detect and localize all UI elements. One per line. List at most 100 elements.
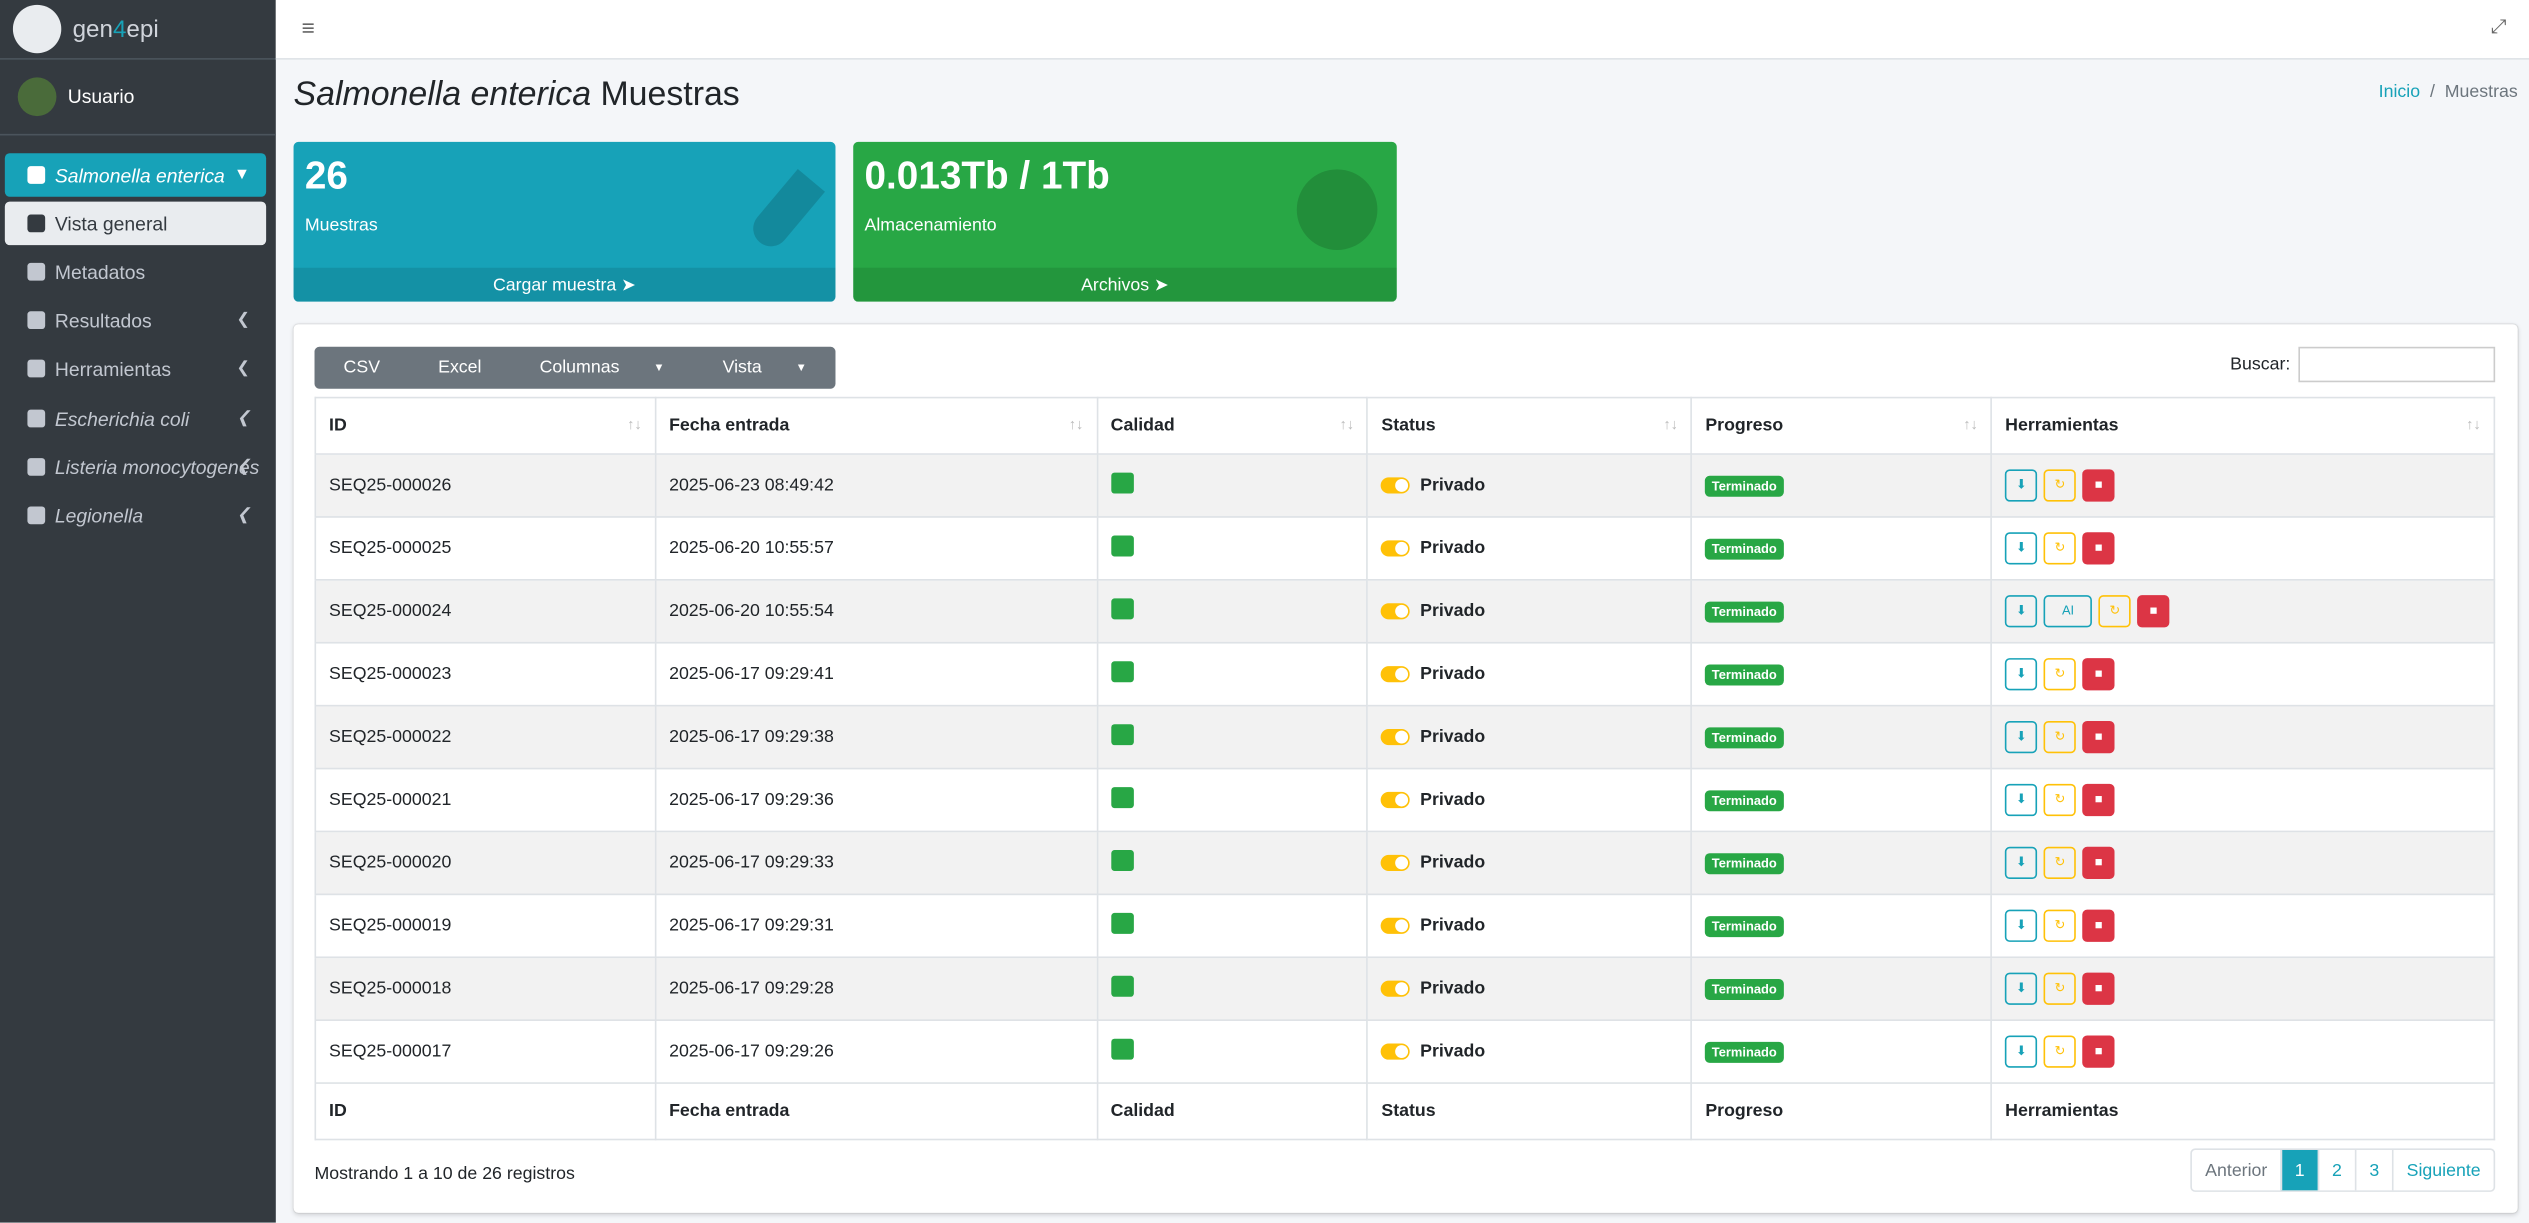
menu-item[interactable]: Salmonella enterica ▼ xyxy=(4,153,267,197)
refresh-button[interactable]: ↻ xyxy=(2043,1035,2077,1068)
refresh-button[interactable]: ↻ xyxy=(2098,595,2131,628)
column-header[interactable]: ID ↑↓ xyxy=(314,396,657,455)
menu-item[interactable]: Listeria monocytogenes ❮ xyxy=(5,445,266,489)
menu-toggle[interactable]: ≡ xyxy=(301,14,315,41)
refresh-button[interactable]: ↻ xyxy=(2043,972,2077,1005)
delete-button[interactable]: ■ xyxy=(2082,909,2115,942)
sort-icon: ↑↓ xyxy=(1068,416,1084,433)
card-label: Almacenamiento xyxy=(864,216,997,236)
column-label: Progreso xyxy=(1705,1101,1784,1121)
progress-badge: Terminado xyxy=(1705,538,1784,560)
card-footer[interactable]: Archivos ➤ xyxy=(853,267,1397,302)
ai-button[interactable]: AI xyxy=(2043,595,2093,628)
status-toggle[interactable] xyxy=(1381,854,1411,872)
column-header[interactable]: Herramientas ↑↓ xyxy=(1990,396,2496,455)
icon xyxy=(27,458,46,476)
breadcrumb-link[interactable]: Inicio xyxy=(2378,82,2421,102)
download-button[interactable]: ⬇ xyxy=(2005,1035,2038,1068)
status-label: Privado xyxy=(1420,538,1486,559)
search-input[interactable] xyxy=(2298,346,2496,383)
status-toggle[interactable] xyxy=(1381,477,1411,494)
status-toggle[interactable] xyxy=(1381,666,1411,683)
menu-item[interactable]: Herramientas ❮ xyxy=(5,347,266,391)
refresh-button[interactable]: ↻ xyxy=(2043,846,2077,880)
column-header[interactable]: Progreso ↑↓ xyxy=(1690,396,1993,455)
column-header[interactable]: Fecha entrada ↑↓ xyxy=(654,396,1098,455)
delete-button[interactable]: ■ xyxy=(2082,846,2115,880)
download-button[interactable]: ⬇ xyxy=(2005,720,2038,754)
page-link[interactable]: Siguiente xyxy=(2392,1149,2493,1191)
download-button[interactable]: ⬇ xyxy=(2005,783,2038,817)
cell-tools: ⬇ ↻ ■ xyxy=(1990,516,2496,581)
status-label: Privado xyxy=(1420,475,1486,496)
user-panel[interactable]: Usuario xyxy=(0,60,276,136)
menu-item[interactable]: Vista general xyxy=(4,201,267,246)
download-button[interactable]: ⬇ xyxy=(2005,658,2038,691)
cell-tools: ⬇ ↻ ■ xyxy=(1990,893,2496,959)
refresh-button[interactable]: ↻ xyxy=(2043,720,2077,754)
refresh-button[interactable]: ↻ xyxy=(2043,783,2077,817)
delete-button[interactable]: ■ xyxy=(2082,1035,2115,1068)
brand[interactable]: gen4epi xyxy=(0,0,276,60)
table-body: SEQ25-000026 2025-06-23 08:49:42 Privado Te… xyxy=(314,453,2496,1084)
toolbar-button[interactable]: CSV xyxy=(315,347,410,389)
quality-check xyxy=(1110,975,1134,997)
delete-button[interactable]: ■ xyxy=(2082,658,2115,691)
icon xyxy=(27,166,46,184)
status-toggle[interactable] xyxy=(1381,540,1411,557)
download-button[interactable]: ⬇ xyxy=(2005,972,2038,1005)
status-toggle[interactable] xyxy=(1381,792,1411,809)
status-label: Privado xyxy=(1420,1041,1486,1062)
page-link[interactable]: 1 xyxy=(2280,1149,2318,1191)
breadcrumb-current: Muestras xyxy=(2444,82,2518,102)
page-link[interactable]: 2 xyxy=(2317,1149,2355,1191)
icon xyxy=(27,311,46,330)
menu-item[interactable]: Metadatos xyxy=(5,250,266,294)
refresh-button[interactable]: ↻ xyxy=(2043,469,2077,502)
status-toggle[interactable] xyxy=(1381,917,1411,935)
menu-label: Resultados xyxy=(54,308,152,332)
status-toggle[interactable] xyxy=(1381,1043,1411,1060)
status-toggle[interactable] xyxy=(1381,729,1411,746)
download-button[interactable]: ⬇ xyxy=(2005,595,2038,628)
delete-button[interactable]: ■ xyxy=(2082,720,2115,754)
download-button[interactable]: ⬇ xyxy=(2005,532,2038,565)
toolbar-button[interactable]: Columnas ▼ xyxy=(511,347,694,389)
delete-button[interactable]: ■ xyxy=(2082,783,2115,817)
delete-button[interactable]: ■ xyxy=(2137,595,2170,628)
delete-button[interactable]: ■ xyxy=(2082,972,2115,1005)
menu-item[interactable]: Resultados ❮ xyxy=(5,298,266,342)
cell-date: 2025-06-17 09:29:36 xyxy=(654,767,1098,833)
refresh-button[interactable]: ↻ xyxy=(2043,909,2077,942)
column-header[interactable]: Status ↑↓ xyxy=(1366,396,1693,455)
refresh-button[interactable]: ↻ xyxy=(2043,658,2077,691)
refresh-button[interactable]: ↻ xyxy=(2043,532,2077,565)
menu-item[interactable]: Escherichia coli ❮ xyxy=(5,397,266,441)
cell-tools: ⬇ ↻ ■ xyxy=(1990,767,2496,833)
toolbar-button[interactable]: Excel xyxy=(409,347,510,389)
toolbar-button[interactable]: Vista ▼ xyxy=(694,347,836,389)
title-rest: Muestras xyxy=(600,75,740,113)
download-button[interactable]: ⬇ xyxy=(2005,909,2038,942)
delete-button[interactable]: ■ xyxy=(2082,532,2115,565)
menu-label: Listeria monocytogenes xyxy=(54,455,260,479)
download-button[interactable]: ⬇ xyxy=(2005,469,2038,502)
page-link[interactable]: Anterior xyxy=(2205,1160,2268,1180)
column-label: ID xyxy=(329,416,347,436)
table-row: SEQ25-000026 2025-06-23 08:49:42 Privado Te… xyxy=(314,453,2496,518)
cell-progress: Terminado xyxy=(1690,453,1993,518)
status-toggle[interactable] xyxy=(1381,603,1411,620)
cell-tools: ⬇ ↻ ■ xyxy=(1990,704,2496,770)
menu-item[interactable]: Legionella ❮ xyxy=(5,494,266,538)
status-toggle[interactable] xyxy=(1381,980,1411,997)
fullscreen-toggle[interactable]: ⤢ xyxy=(2490,14,2507,38)
delete-button[interactable]: ■ xyxy=(2082,469,2115,502)
search: Buscar: xyxy=(2230,346,2496,383)
card-footer[interactable]: Cargar muestra ➤ xyxy=(293,267,836,302)
table-row: SEQ25-000017 2025-06-17 09:29:26 Privado Te… xyxy=(314,1019,2496,1084)
column-header[interactable]: Calidad ↑↓ xyxy=(1096,396,1369,455)
progress-badge: Terminado xyxy=(1705,601,1784,623)
download-button[interactable]: ⬇ xyxy=(2005,846,2038,880)
page-link[interactable]: 3 xyxy=(2354,1149,2392,1191)
